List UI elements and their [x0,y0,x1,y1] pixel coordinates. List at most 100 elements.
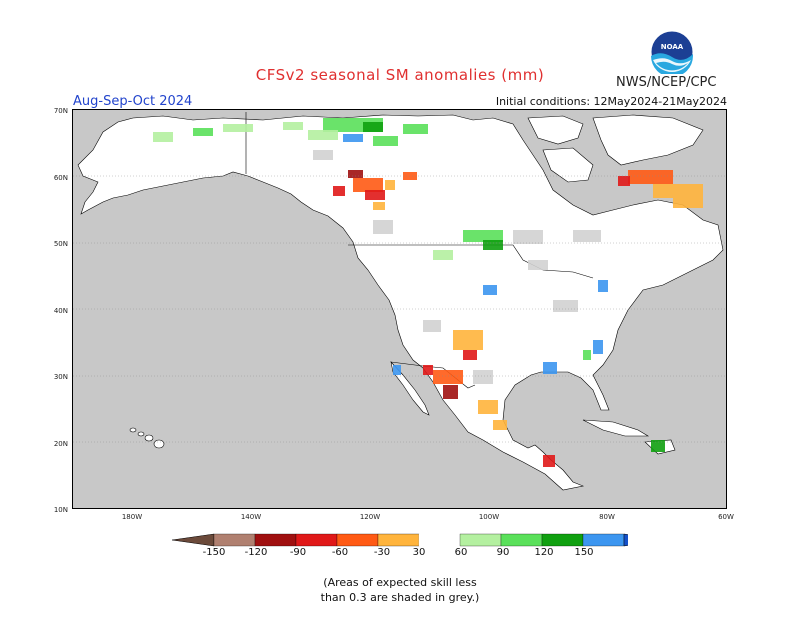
anomaly-cell [423,320,441,332]
anomaly-cell [403,124,428,134]
anomaly-layer [73,118,726,467]
anomaly-cell [348,170,363,178]
colorbar-label: 120 [534,547,554,558]
arctic-island [527,115,584,145]
colorbar-swatch [459,533,502,547]
anomaly-cell [193,128,213,136]
lat-label-60n: 60N [53,174,68,182]
initial-conditions-label: Initial conditions: 12May2024-21May2024 [495,95,727,108]
anomaly-cell [628,170,673,184]
baffin-island [542,147,594,183]
graticule [73,175,726,443]
colorbar-label: 30 [412,547,426,558]
colorbar-label: -30 [373,547,391,558]
anomaly-cell [618,176,630,186]
colorbar-label: -90 [289,547,307,558]
anomaly-cell [543,455,555,467]
anomaly-cell [528,260,548,270]
agency-label: NWS/NCEP/CPC [616,75,717,90]
footnote-line-1: (Areas of expected skill less [323,576,477,589]
greenland [592,114,704,166]
season-label: Aug-Sep-Oct 2024 [73,94,193,109]
anomaly-cell [353,178,383,192]
lat-label-20n: 20N [53,440,68,448]
anomaly-cell [493,420,507,430]
colorbar-label: -60 [331,547,349,558]
anomaly-cell [463,350,477,360]
lon-label-180w: 180W [121,513,143,521]
noaa-logo: NOAA [650,30,694,77]
anomaly-cell [308,130,338,140]
colorbar-swatch [295,533,338,547]
anomaly-cell [223,124,253,132]
lat-label-50n: 50N [53,240,68,248]
lon-label-60w: 60W [718,513,734,521]
lon-label-80w: 80W [599,513,615,521]
colorbar-swatch [418,533,461,547]
anomaly-cell [653,184,703,198]
colorbar-label: -150 [202,547,226,558]
anomaly-cell [363,122,383,132]
colorbar-swatch [541,533,584,547]
cuba [582,419,650,437]
colorbar-label: 60 [454,547,468,558]
hawaii-islands [129,427,165,449]
baja-california [390,361,430,416]
anomaly-cell [423,365,433,375]
anomaly-cell [573,230,601,242]
lon-label-100w: 100W [478,513,500,521]
anomaly-cell [483,240,503,250]
map-title: CFSv2 seasonal SM anomalies (mm) [255,66,545,84]
anomaly-cell [443,385,458,399]
colorbar-swatch [213,533,256,547]
colorbar [172,533,628,547]
lat-label-70n: 70N [53,107,68,115]
anomaly-cell [543,362,557,374]
colorbar-swatch [500,533,543,547]
anomaly-cell [343,134,363,142]
anomaly-cell [373,136,398,146]
svg-text:NOAA: NOAA [661,43,684,51]
footnote-line-2: than 0.3 are shaded in grey.) [320,591,480,604]
anomaly-cell [453,330,483,350]
anomaly-cell [473,370,493,384]
lon-label-140w: 140W [240,513,262,521]
anomaly-cell [598,280,608,292]
anomaly-cell [651,440,665,452]
anomaly-cell [593,340,603,354]
colorbar-arrow-high [623,533,628,547]
anomaly-cell [513,230,543,244]
anomaly-cell [463,230,503,242]
lat-label-40n: 40N [53,307,68,315]
skill-footnote: (Areas of expected skill less than 0.3 a… [0,575,800,605]
colorbar-swatch [377,533,420,547]
lon-label-120w: 120W [359,513,381,521]
anomaly-cell [673,198,703,208]
anomaly-cell [553,300,578,312]
anomaly-cell [393,365,401,375]
anomaly-cell [283,122,303,130]
colorbar-label: 90 [496,547,510,558]
colorbar-label: -120 [244,547,268,558]
colorbar-swatch [582,533,625,547]
lat-label-10n: 10N [53,506,68,514]
anomaly-cell [478,400,498,414]
colorbar-label: 150 [574,547,594,558]
colorbar-swatch [254,533,297,547]
anomaly-cell [433,370,463,384]
anomaly-cell [373,220,393,234]
anomaly-cell [373,202,385,210]
soil-moisture-map [72,109,727,509]
colorbar-swatch [336,533,379,547]
anomaly-cell [365,190,385,200]
anomaly-cell [153,132,173,142]
anomaly-cell [483,285,497,295]
anomaly-cell [385,180,395,190]
anomaly-cell [313,150,333,160]
lat-label-30n: 30N [53,373,68,381]
north-america-landmass [77,114,724,491]
anomaly-cell [583,350,591,360]
anomaly-cell [433,250,453,260]
anomaly-cell [333,186,345,196]
colorbar-arrow-low [172,533,215,547]
